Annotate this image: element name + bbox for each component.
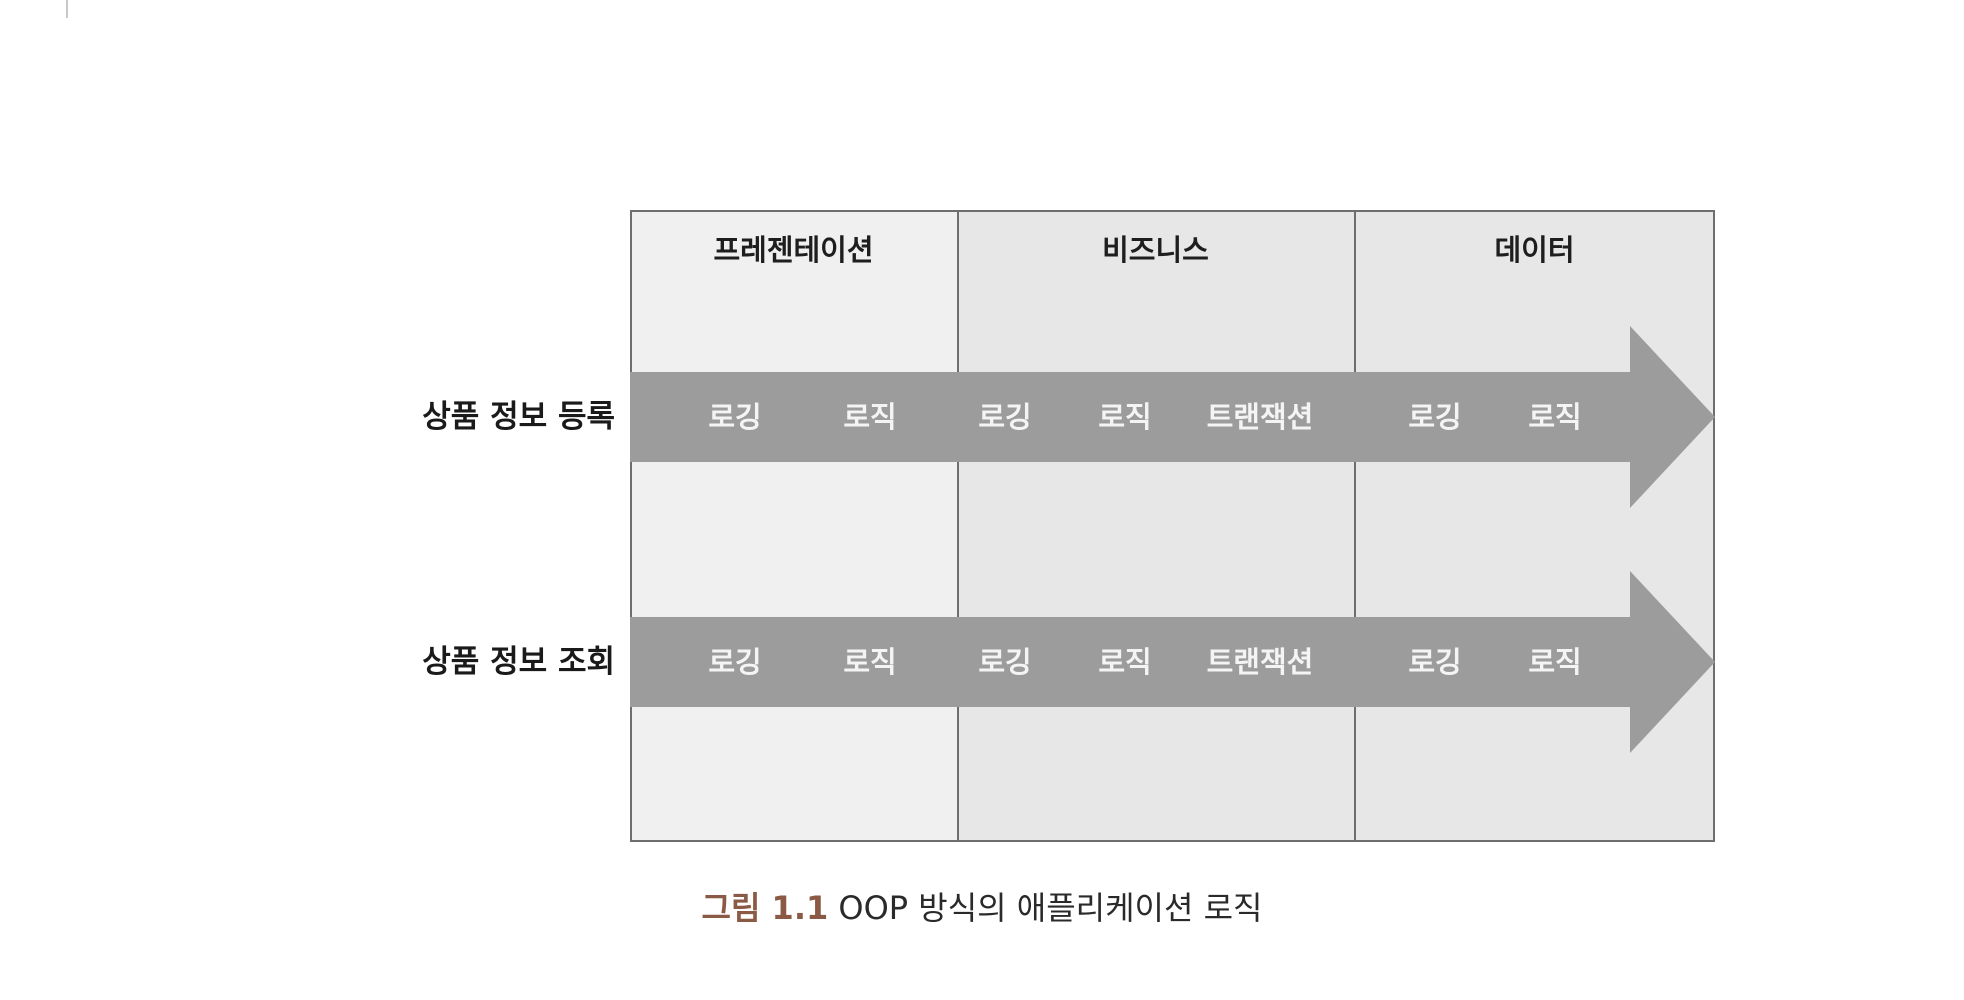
- column-header-data: 데이터: [1494, 233, 1575, 267]
- step-logic: 로직: [843, 645, 897, 679]
- step-logic: 로직: [1098, 400, 1152, 434]
- step-logging: 로깅: [978, 400, 1032, 434]
- step-transaction: 트랜잭션: [1206, 645, 1314, 679]
- step-logic: 로직: [1098, 645, 1152, 679]
- step-logging: 로깅: [708, 400, 762, 434]
- figure-caption: 그림 1.1 OOP 방식의 애플리케이션 로직: [0, 884, 1964, 932]
- figure-number: 그림 1.1: [701, 889, 829, 927]
- step-logic: 로직: [843, 400, 897, 434]
- diagram-frame: [630, 210, 1715, 842]
- column-business: [957, 210, 1354, 842]
- flow-arrow-lookup: [630, 571, 1715, 753]
- step-logic: 로직: [1528, 645, 1582, 679]
- step-logging: 로깅: [978, 645, 1032, 679]
- column-header-presentation: 프레젠테이션: [713, 233, 874, 267]
- step-logging: 로깅: [1408, 400, 1462, 434]
- step-logging: 로깅: [1408, 645, 1462, 679]
- column-presentation: [630, 210, 957, 842]
- row-label-register: 상품 정보 등록: [422, 399, 615, 435]
- column-header-business: 비즈니스: [1102, 233, 1209, 267]
- flow-arrow-register: [630, 326, 1715, 508]
- figure-title: OOP 방식의 애플리케이션 로직: [838, 889, 1263, 927]
- step-logic: 로직: [1528, 400, 1582, 434]
- column-data: [1354, 210, 1715, 842]
- page-margin-mark: [66, 0, 68, 18]
- step-logging: 로깅: [708, 645, 762, 679]
- step-transaction: 트랜잭션: [1206, 400, 1314, 434]
- row-label-lookup: 상품 정보 조회: [422, 644, 615, 680]
